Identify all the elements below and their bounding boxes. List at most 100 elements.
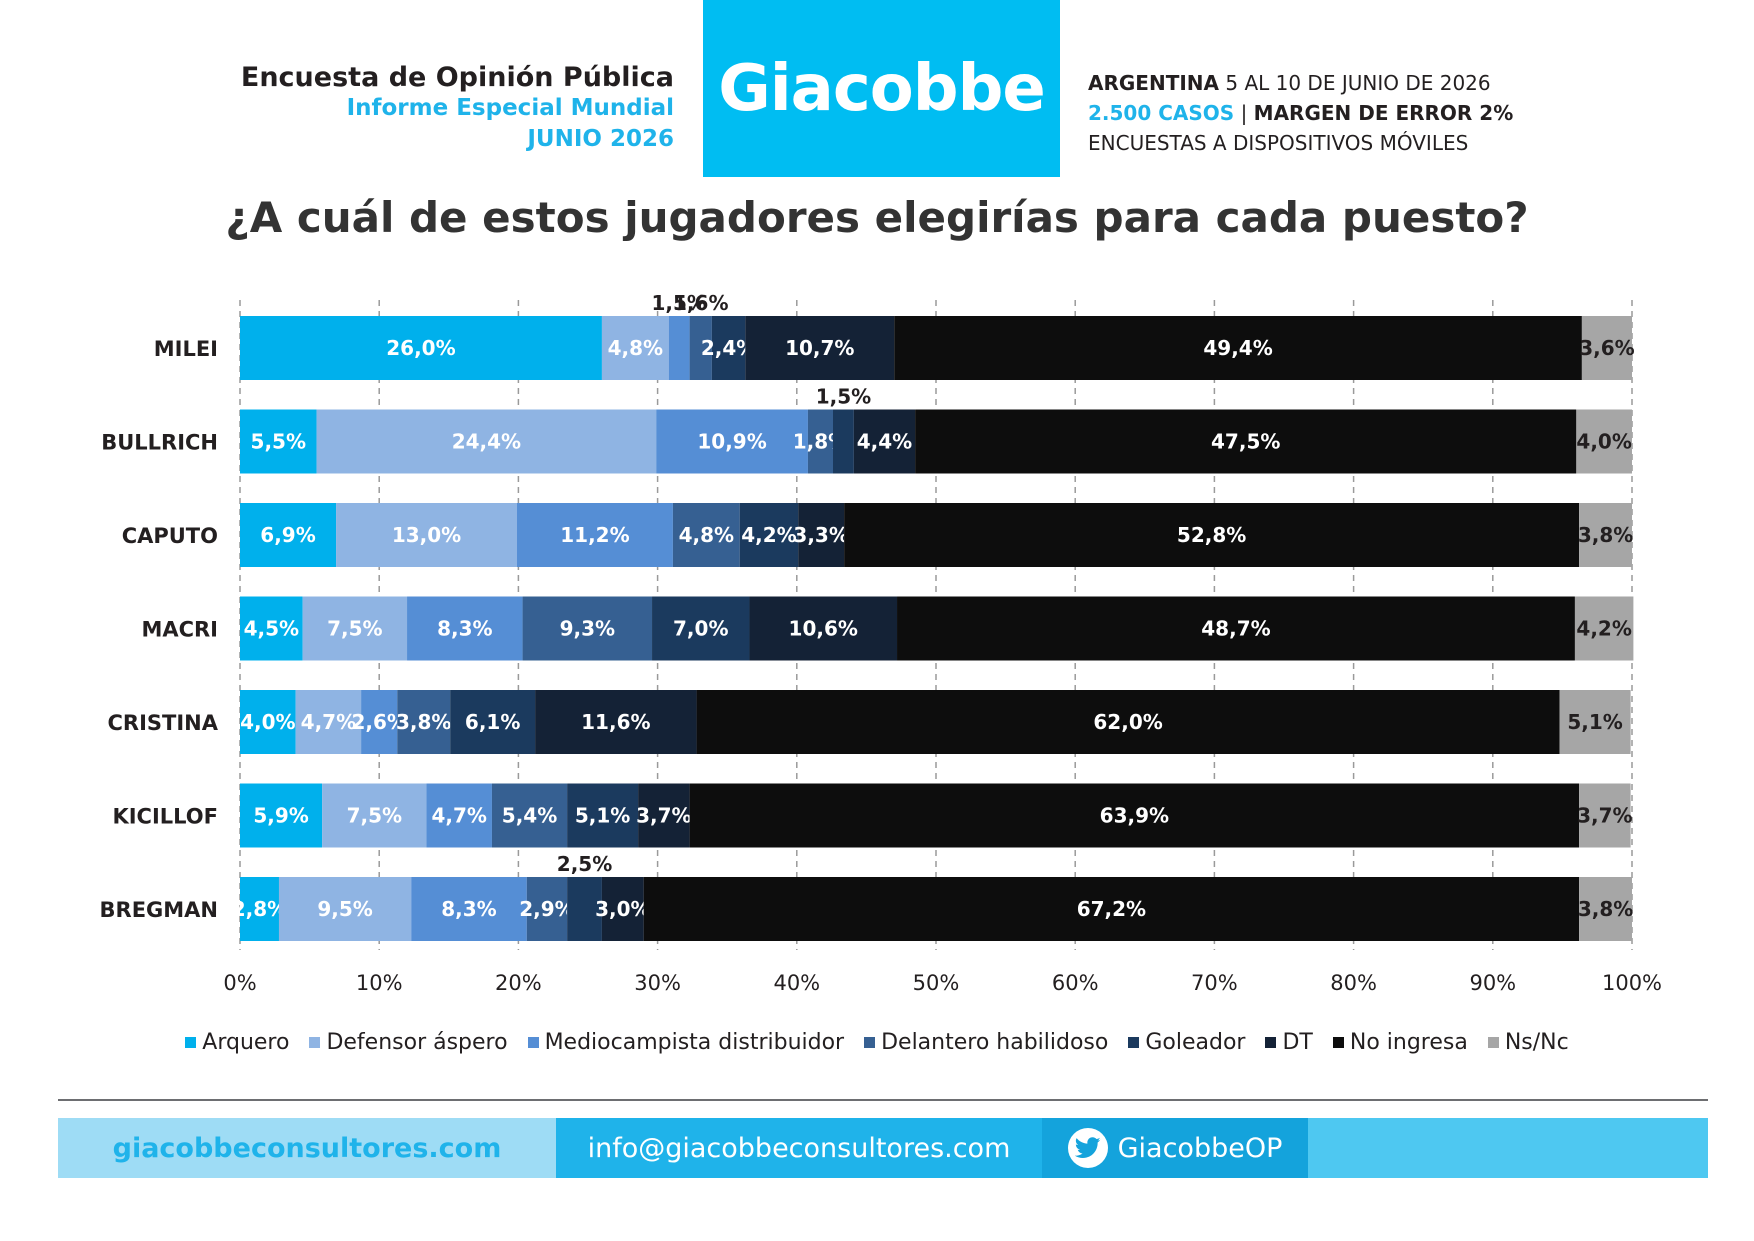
- data-label: 10,7%: [785, 336, 854, 360]
- data-label: 5,1%: [575, 804, 630, 828]
- bar-segment: [832, 409, 854, 474]
- bar-segment: [1579, 783, 1631, 848]
- x-tick-label: 70%: [1191, 971, 1238, 995]
- x-tick-label: 0%: [223, 971, 256, 995]
- cases: 2.500 CASOS: [1088, 101, 1235, 125]
- legend-label: DT: [1282, 1030, 1313, 1055]
- legend-swatch: [864, 1037, 876, 1048]
- legend-swatch: [1128, 1037, 1140, 1048]
- data-label: 1,5%: [816, 385, 871, 409]
- website-section: giacobbeconsultores.com: [58, 1118, 556, 1178]
- brand-name: Giacobbe: [718, 51, 1046, 126]
- email-section: info@giacobbeconsultores.com: [556, 1118, 1042, 1178]
- bar-segment: [844, 503, 1580, 567]
- x-tick-label: 20%: [495, 971, 542, 995]
- data-label: 4,7%: [301, 710, 356, 734]
- twitter-handle[interactable]: GiacobbeOP: [1117, 1132, 1283, 1164]
- bar-segment: [295, 690, 362, 754]
- country: ARGENTINA: [1088, 71, 1219, 95]
- bar-segment: [426, 783, 492, 848]
- footer-divider: [58, 1099, 1708, 1101]
- data-label: 2,8%: [232, 897, 287, 921]
- legend-label: Goleador: [1145, 1030, 1246, 1055]
- bar-segment: [361, 690, 398, 754]
- data-label: 3,6%: [1579, 336, 1634, 360]
- bar-segment: [567, 783, 639, 848]
- twitter-bird-icon: [1067, 1128, 1108, 1168]
- bar-segment: [652, 596, 750, 661]
- x-tick-label: 90%: [1469, 971, 1516, 995]
- legend-item: DT: [1265, 1030, 1313, 1055]
- footer-filler: [1308, 1118, 1708, 1178]
- data-label: 1,5%: [651, 291, 706, 315]
- bar-segment: [601, 316, 669, 380]
- data-label: 7,5%: [347, 804, 402, 828]
- bar-segment: [749, 596, 898, 661]
- legend-label: Mediocampista distribuidor: [544, 1030, 845, 1055]
- bar-segment: [517, 503, 673, 567]
- data-label: 24,4%: [452, 430, 521, 454]
- legend-swatch: [185, 1037, 197, 1048]
- data-label: 9,5%: [317, 897, 372, 921]
- bar-segment: [601, 877, 644, 941]
- data-label: 62,0%: [1093, 710, 1162, 734]
- data-label: 3,8%: [396, 710, 451, 734]
- category-label: KICILLOF: [112, 805, 218, 829]
- data-label: 8,3%: [437, 617, 492, 641]
- data-label: 13,0%: [392, 523, 461, 547]
- bar-segment: [897, 596, 1575, 661]
- bar-segment: [240, 783, 323, 848]
- data-label: 6,1%: [465, 710, 520, 734]
- stacked-bar-chart: 0% 10% 20% 30% 40% 50% 60% 70% 80% 90% 100% MILEI 26…: [100, 291, 1663, 995]
- data-label: 48,7%: [1201, 617, 1270, 641]
- data-label: 3,7%: [636, 804, 691, 828]
- x-tick-label: 60%: [1052, 971, 1099, 995]
- bar-segment: [656, 409, 808, 474]
- data-label: 2,5%: [557, 852, 612, 876]
- bar-segment: [535, 690, 697, 754]
- data-label: 3,3%: [793, 523, 848, 547]
- data-label: 4,5%: [244, 617, 299, 641]
- bar-segment: [336, 503, 518, 567]
- bar-segment: [915, 409, 1577, 474]
- data-label: 4,2%: [1576, 617, 1631, 641]
- legend-item: Arquero: [185, 1030, 289, 1055]
- data-label: 9,3%: [560, 617, 615, 641]
- data-label: 4,8%: [608, 336, 663, 360]
- separator: |: [1240, 101, 1248, 125]
- bar-segment: [240, 690, 296, 754]
- x-tick-label: 40%: [773, 971, 820, 995]
- bar-segment: [798, 503, 845, 567]
- email-link[interactable]: info@giacobbeconsultores.com: [587, 1132, 1011, 1164]
- category-label: MACRI: [141, 618, 218, 642]
- data-label: 4,4%: [857, 430, 912, 454]
- legend-swatch: [1487, 1037, 1499, 1048]
- website-link[interactable]: giacobbeconsultores.com: [112, 1132, 502, 1164]
- bar-segment: [240, 316, 602, 380]
- survey-date: JUNIO 2026: [527, 126, 674, 152]
- data-label: 5,5%: [251, 430, 306, 454]
- data-label: 5,1%: [1567, 710, 1622, 734]
- bar-segment: [1576, 409, 1632, 474]
- data-label: 52,8%: [1177, 523, 1246, 547]
- data-label: 67,2%: [1077, 897, 1146, 921]
- chart-legend: Arquero Defensor áspero Mediocampista dist…: [0, 1030, 1754, 1055]
- brand-logo: Giacobbe: [703, 0, 1060, 177]
- data-label: 4,7%: [432, 804, 487, 828]
- bar-segment: [450, 690, 536, 754]
- fieldwork-dates: 5 AL 10 DE JUNIO DE 2026: [1225, 71, 1491, 95]
- bar-segment: [1559, 690, 1631, 754]
- bar-segment: [672, 503, 740, 567]
- survey-subtitle: Informe Especial Mundial: [346, 95, 674, 121]
- data-label: 3,7%: [1577, 804, 1632, 828]
- data-label: 3,8%: [1578, 897, 1633, 921]
- twitter-section: GiacobbeOP: [1042, 1118, 1308, 1178]
- bar-segment: [411, 877, 527, 941]
- bar-segment: [240, 503, 337, 567]
- bar-segment: [240, 409, 317, 474]
- bar-segment: [316, 409, 657, 474]
- bar-segment: [745, 316, 895, 380]
- bar-segment: [638, 783, 690, 848]
- bar-segment: [240, 877, 279, 941]
- legend-item: Ns/Nc: [1487, 1030, 1569, 1055]
